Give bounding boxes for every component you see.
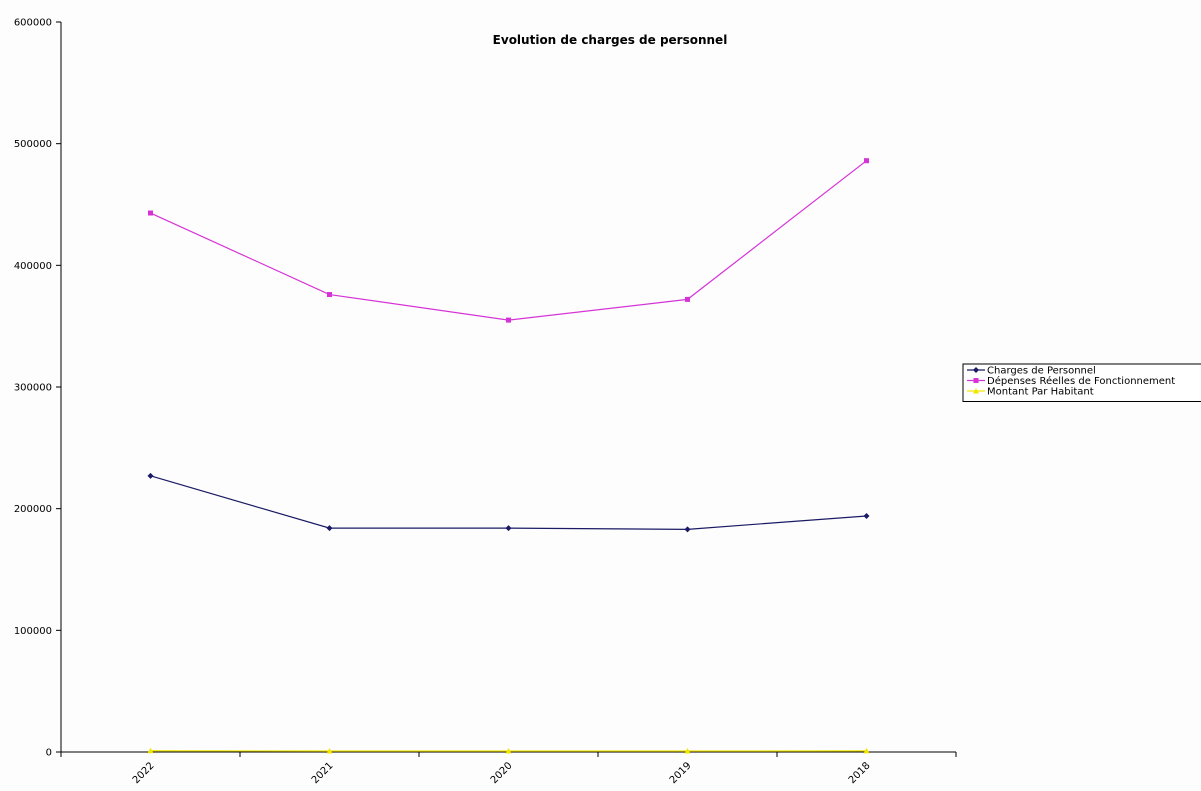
y-tick-label: 500000 — [14, 139, 52, 150]
y-tick-label: 400000 — [14, 261, 52, 272]
y-tick-label: 0 — [46, 748, 52, 759]
y-tick-label: 600000 — [14, 18, 52, 29]
legend-marker — [974, 378, 979, 383]
y-tick-label: 300000 — [14, 383, 52, 394]
data-point — [327, 292, 332, 297]
data-point — [148, 211, 153, 216]
y-tick-label: 100000 — [14, 626, 52, 637]
y-tick-label: 200000 — [14, 504, 52, 515]
chart-title: Evolution de charges de personnel — [493, 33, 728, 47]
data-point — [685, 297, 690, 302]
data-point — [506, 318, 511, 323]
data-point — [864, 158, 869, 163]
legend-label: Charges de Personnel — [987, 366, 1096, 377]
legend-label: Dépenses Réelles de Fonctionnement — [987, 375, 1175, 387]
legend-label: Montant Par Habitant — [987, 387, 1094, 398]
